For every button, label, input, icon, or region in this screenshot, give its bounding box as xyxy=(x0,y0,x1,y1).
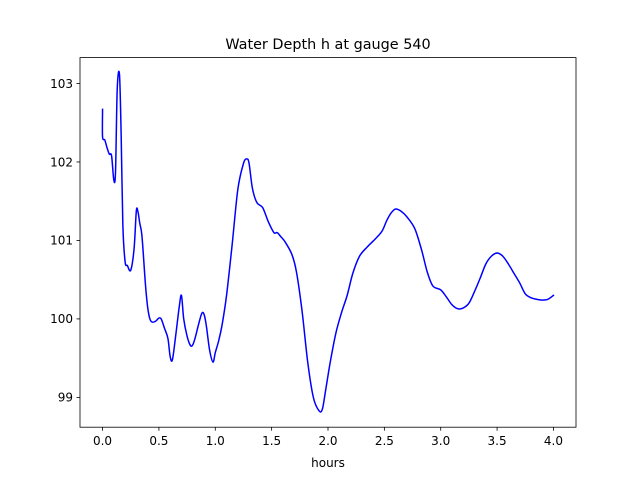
y-tick-label: 100 xyxy=(50,312,73,326)
y-axis-ticks: 99 100 101 102 103 xyxy=(50,77,80,405)
chart-title: Water Depth h at gauge 540 xyxy=(225,37,430,53)
x-tick-label: 0.0 xyxy=(93,434,112,448)
y-tick-label: 102 xyxy=(50,155,73,169)
x-tick-label: 1.5 xyxy=(262,434,281,448)
x-tick-label: 3.5 xyxy=(488,434,507,448)
x-axis-label: hours xyxy=(311,456,345,470)
x-axis-ticks: 0.0 0.5 1.0 1.5 2.0 2.5 3.0 3.5 4.0 xyxy=(93,427,563,448)
series-line xyxy=(101,70,555,413)
plot-area xyxy=(80,57,576,428)
plot-frame xyxy=(79,57,577,428)
x-tick-label: 2.5 xyxy=(375,434,394,448)
x-tick-label: 2.0 xyxy=(318,434,337,448)
y-tick-label: 99 xyxy=(58,391,73,405)
x-tick-label: 4.0 xyxy=(544,434,563,448)
x-tick-label: 1.0 xyxy=(206,434,225,448)
x-tick-label: 0.5 xyxy=(149,434,168,448)
y-tick-label: 101 xyxy=(50,234,73,248)
x-tick-label: 3.0 xyxy=(431,434,450,448)
y-tick-label: 103 xyxy=(50,77,73,91)
